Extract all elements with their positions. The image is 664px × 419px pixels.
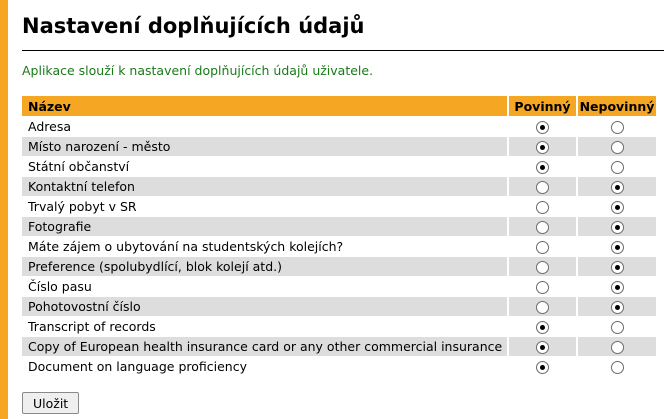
- table-row: Document on language proficiency: [22, 357, 656, 377]
- optional-cell: [576, 197, 656, 217]
- optional-radio[interactable]: [610, 301, 624, 314]
- required-cell: [507, 137, 576, 157]
- required-cell: [507, 357, 576, 377]
- optional-cell: [576, 157, 656, 177]
- optional-cell: [576, 317, 656, 337]
- field-label: Document on language proficiency: [22, 357, 507, 377]
- optional-radio[interactable]: [610, 161, 624, 174]
- field-label: Kontaktní telefon: [22, 177, 507, 197]
- required-radio[interactable]: [536, 121, 549, 134]
- optional-radio[interactable]: [610, 221, 624, 234]
- required-cell: [507, 337, 576, 357]
- table-row: Místo narození - město: [22, 137, 656, 157]
- required-cell: [507, 237, 576, 257]
- required-radio[interactable]: [536, 181, 549, 194]
- field-label: Místo narození - město: [22, 137, 507, 157]
- title-divider: [22, 50, 664, 51]
- optional-radio[interactable]: [610, 261, 624, 274]
- table-header-row: Název Povinný Nepovinný: [22, 96, 656, 117]
- intro-text: Aplikace slouží k nastavení doplňujících…: [22, 63, 374, 78]
- required-cell: [507, 197, 576, 217]
- required-cell: [507, 317, 576, 337]
- optional-cell: [576, 337, 656, 357]
- optional-cell: [576, 257, 656, 277]
- field-label: Copy of European health insurance card o…: [22, 337, 507, 357]
- left-accent-bar: [0, 0, 8, 419]
- field-label: Číslo pasu: [22, 277, 507, 297]
- table-row: Transcript of records: [22, 317, 656, 337]
- optional-cell: [576, 297, 656, 317]
- required-cell: [507, 277, 576, 297]
- required-radio[interactable]: [536, 361, 549, 374]
- table-row: Kontaktní telefon: [22, 177, 656, 197]
- table-row: Státní občanství: [22, 157, 656, 177]
- optional-radio[interactable]: [610, 321, 624, 334]
- table-row: Adresa: [22, 117, 656, 137]
- required-radio[interactable]: [536, 281, 549, 294]
- required-radio[interactable]: [536, 221, 549, 234]
- required-radio[interactable]: [536, 321, 549, 334]
- optional-radio[interactable]: [610, 241, 624, 254]
- optional-radio[interactable]: [610, 201, 624, 214]
- table-row: Trvalý pobyt v SR: [22, 197, 656, 217]
- table-row: Máte zájem o ubytování na studentských k…: [22, 237, 656, 257]
- required-radio[interactable]: [536, 261, 549, 274]
- required-cell: [507, 157, 576, 177]
- required-cell: [507, 297, 576, 317]
- field-label: Máte zájem o ubytování na studentských k…: [22, 237, 507, 257]
- field-label: Adresa: [22, 117, 507, 137]
- optional-cell: [576, 177, 656, 197]
- field-label: Státní občanství: [22, 157, 507, 177]
- required-radio[interactable]: [536, 341, 549, 354]
- optional-cell: [576, 357, 656, 377]
- field-label: Preference (spolubydlící, blok kolejí at…: [22, 257, 507, 277]
- required-radio[interactable]: [536, 141, 549, 154]
- required-radio[interactable]: [536, 201, 549, 214]
- header-optional: Nepovinný: [576, 96, 656, 117]
- required-cell: [507, 217, 576, 237]
- field-label: Pohotovostní číslo: [22, 297, 507, 317]
- table-row: Číslo pasu: [22, 277, 656, 297]
- optional-cell: [576, 137, 656, 157]
- optional-cell: [576, 217, 656, 237]
- optional-radio[interactable]: [610, 141, 624, 154]
- page-title: Nastavení doplňujících údajů: [22, 14, 365, 38]
- optional-cell: [576, 237, 656, 257]
- table-body: Adresa Místo narození - město Státní občan…: [22, 117, 656, 377]
- table-row: Pohotovostní číslo: [22, 297, 656, 317]
- field-label: Fotografie: [22, 217, 507, 237]
- required-cell: [507, 257, 576, 277]
- required-cell: [507, 117, 576, 137]
- header-name: Název: [22, 96, 507, 117]
- field-label: Trvalý pobyt v SR: [22, 197, 507, 217]
- required-radio[interactable]: [536, 241, 549, 254]
- optional-radio[interactable]: [610, 181, 624, 194]
- table-row: Fotografie: [22, 217, 656, 237]
- required-radio[interactable]: [536, 301, 549, 314]
- table-row: Copy of European health insurance card o…: [22, 337, 656, 357]
- field-label: Transcript of records: [22, 317, 507, 337]
- table-row: Preference (spolubydlící, blok kolejí at…: [22, 257, 656, 277]
- optional-cell: [576, 277, 656, 297]
- required-radio[interactable]: [536, 161, 549, 174]
- fields-table: Název Povinný Nepovinný Adresa Místo naro…: [22, 96, 656, 377]
- optional-radio[interactable]: [610, 281, 624, 294]
- optional-radio[interactable]: [610, 121, 624, 134]
- optional-radio[interactable]: [610, 361, 624, 374]
- header-required: Povinný: [507, 96, 576, 117]
- save-button[interactable]: Uložit: [22, 392, 80, 414]
- required-cell: [507, 177, 576, 197]
- optional-cell: [576, 117, 656, 137]
- optional-radio[interactable]: [610, 341, 624, 354]
